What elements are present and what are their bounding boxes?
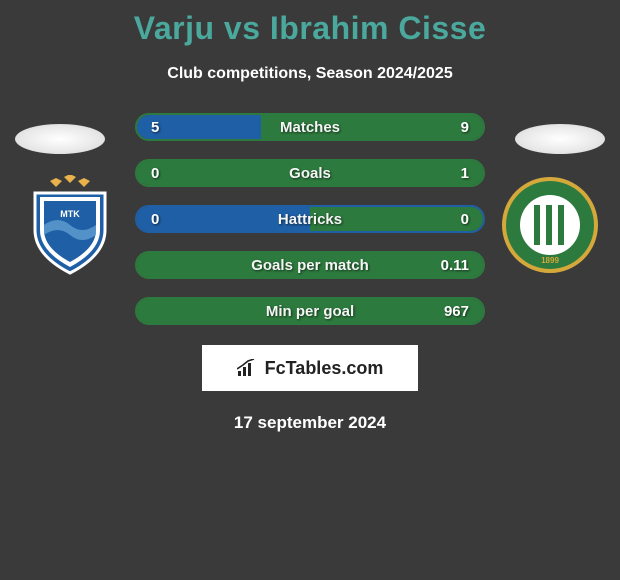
stat-label: Matches	[280, 119, 340, 136]
page-title: Varju vs Ibrahim Cisse	[0, 0, 620, 47]
player-placeholder-left	[15, 124, 105, 154]
stat-value-left: 5	[151, 119, 159, 136]
stat-row: Goals per match 0.11	[135, 251, 485, 279]
stat-value-left: 0	[151, 211, 159, 228]
stat-row: 0 Goals 1	[135, 159, 485, 187]
svg-text:MTK: MTK	[60, 209, 80, 219]
stat-row: 5 Matches 9	[135, 113, 485, 141]
stat-label: Min per goal	[266, 303, 354, 320]
stat-value-right: 9	[461, 119, 469, 136]
player-placeholder-right	[515, 124, 605, 154]
stat-value-right: 0	[461, 211, 469, 228]
branding-text: FcTables.com	[265, 358, 384, 379]
stat-label: Goals	[289, 165, 331, 182]
stat-value-right: 967	[444, 303, 469, 320]
stat-row: 0 Hattricks 0	[135, 205, 485, 233]
chart-icon	[237, 359, 259, 377]
stats-list: 5 Matches 9 0 Goals 1 0 Hattricks 0 Goals per mat…	[135, 113, 485, 325]
club-crest-right: 1899	[500, 175, 600, 275]
branding-badge: FcTables.com	[202, 345, 418, 391]
comparison-card: Varju vs Ibrahim Cisse Club competitions…	[0, 0, 620, 433]
date-text: 17 september 2024	[0, 413, 620, 433]
shield-crest-icon: MTK	[20, 175, 120, 275]
subtitle: Club competitions, Season 2024/2025	[0, 65, 620, 83]
svg-text:1899: 1899	[541, 256, 559, 265]
stat-value-right: 0.11	[441, 257, 469, 274]
stat-label: Hattricks	[278, 211, 342, 228]
stat-value-right: 1	[461, 165, 469, 182]
club-crest-left: MTK	[20, 175, 120, 275]
stat-row: Min per goal 967	[135, 297, 485, 325]
stat-value-left: 0	[151, 165, 159, 182]
round-crest-icon: 1899	[500, 175, 600, 275]
stat-label: Goals per match	[251, 257, 369, 274]
